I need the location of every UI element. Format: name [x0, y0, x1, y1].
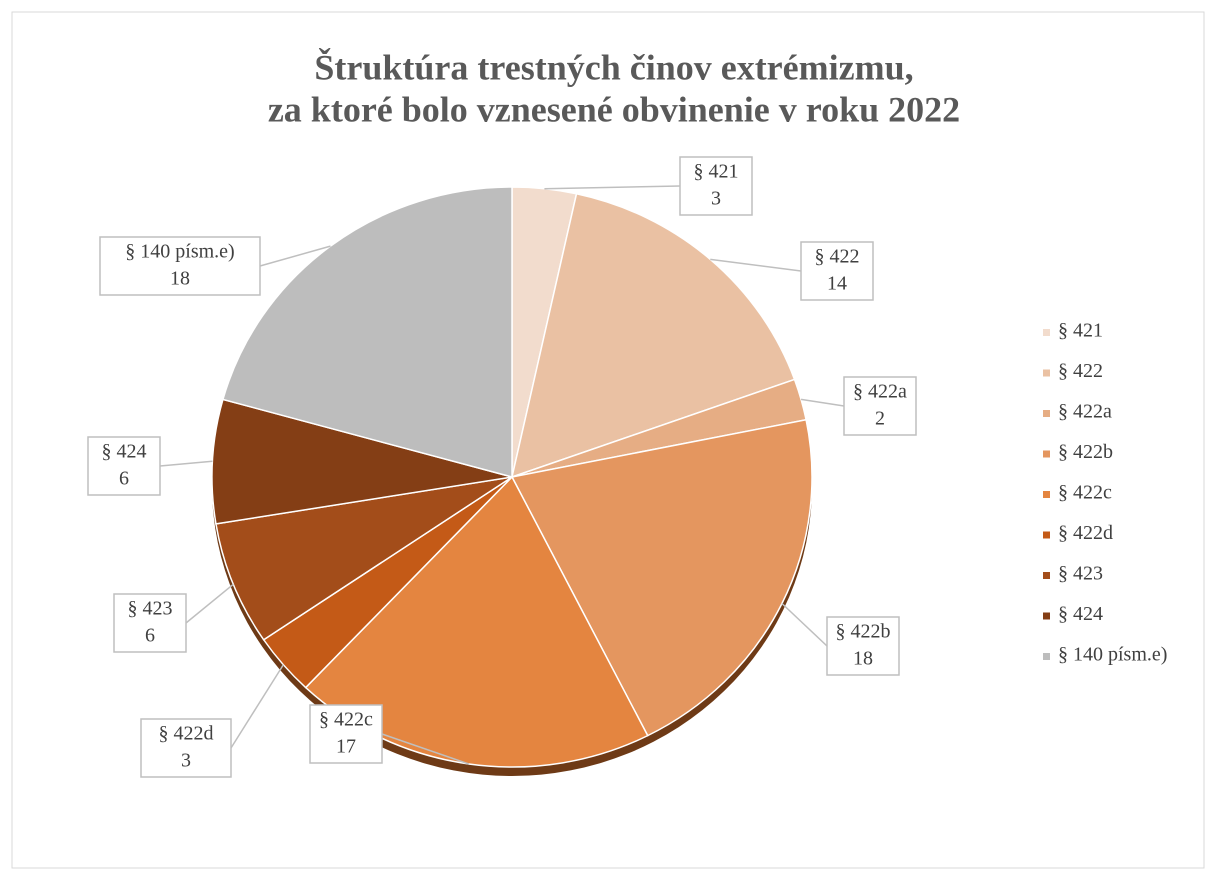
legend-marker — [1043, 450, 1050, 458]
label-box — [113, 593, 187, 653]
label-box — [99, 236, 261, 296]
chart-title: za ktoré bolo vznesené obvinenie v roku … — [268, 89, 960, 129]
label-box — [140, 718, 232, 778]
data-label-name: § 423 — [128, 598, 173, 620]
leader-line — [381, 733, 470, 765]
legend-marker — [1043, 572, 1050, 579]
label-box — [843, 376, 917, 436]
leader-line — [544, 185, 681, 190]
legend-label: § 140 písm.e) — [1058, 644, 1167, 666]
label-box — [826, 616, 900, 676]
data-label-value: 18 — [853, 648, 873, 670]
data-label-name: § 422a — [853, 381, 907, 403]
legend-label: § 422c — [1058, 482, 1112, 504]
data-label-name: § 140 písm.e) — [125, 241, 234, 263]
legend-label: § 421 — [1058, 320, 1103, 342]
leader-line — [800, 398, 845, 407]
legend-marker — [1043, 612, 1050, 620]
label-box — [679, 156, 753, 216]
legend-marker — [1043, 410, 1050, 417]
legend-marker — [1043, 329, 1050, 336]
label-box — [800, 241, 874, 301]
chart-title: Štruktúra trestných činov extrémizmu, — [314, 47, 913, 87]
data-label-name: § 422d — [159, 723, 214, 745]
leader-line — [781, 602, 828, 647]
leader-line — [710, 258, 802, 272]
data-label-value: 3 — [181, 750, 191, 772]
pie-slice — [510, 418, 813, 737]
data-label-name: § 424 — [102, 441, 147, 463]
legend-label: § 424 — [1058, 603, 1103, 625]
label-box — [87, 436, 161, 496]
data-label-value: 6 — [145, 625, 155, 647]
legend-label: § 422d — [1058, 522, 1113, 544]
label-box — [309, 704, 383, 764]
data-label-value: 2 — [875, 408, 885, 430]
legend-marker — [1043, 491, 1050, 498]
legend-label: § 422a — [1058, 401, 1112, 423]
data-label-value: 17 — [336, 736, 356, 758]
legend-marker — [1043, 653, 1050, 660]
legend-label: § 422b — [1058, 441, 1113, 463]
legend-marker — [1043, 531, 1050, 539]
legend-marker — [1043, 369, 1050, 377]
leader-line — [259, 245, 331, 267]
legend-label: § 423 — [1058, 563, 1103, 585]
data-label-value: 18 — [170, 268, 190, 290]
data-label-value: 3 — [711, 188, 721, 210]
data-label-value: 6 — [119, 468, 129, 490]
legend-label: § 422 — [1058, 360, 1103, 382]
data-label-value: 14 — [827, 273, 847, 295]
leader-line — [159, 460, 213, 467]
leader-line — [185, 583, 234, 624]
leader-line — [230, 664, 284, 749]
data-label-name: § 422 — [815, 246, 860, 268]
pie-slice — [510, 192, 796, 479]
data-label-name: § 422b — [836, 621, 891, 643]
data-label-name: § 422c — [319, 709, 373, 731]
data-label-name: § 421 — [694, 161, 739, 183]
